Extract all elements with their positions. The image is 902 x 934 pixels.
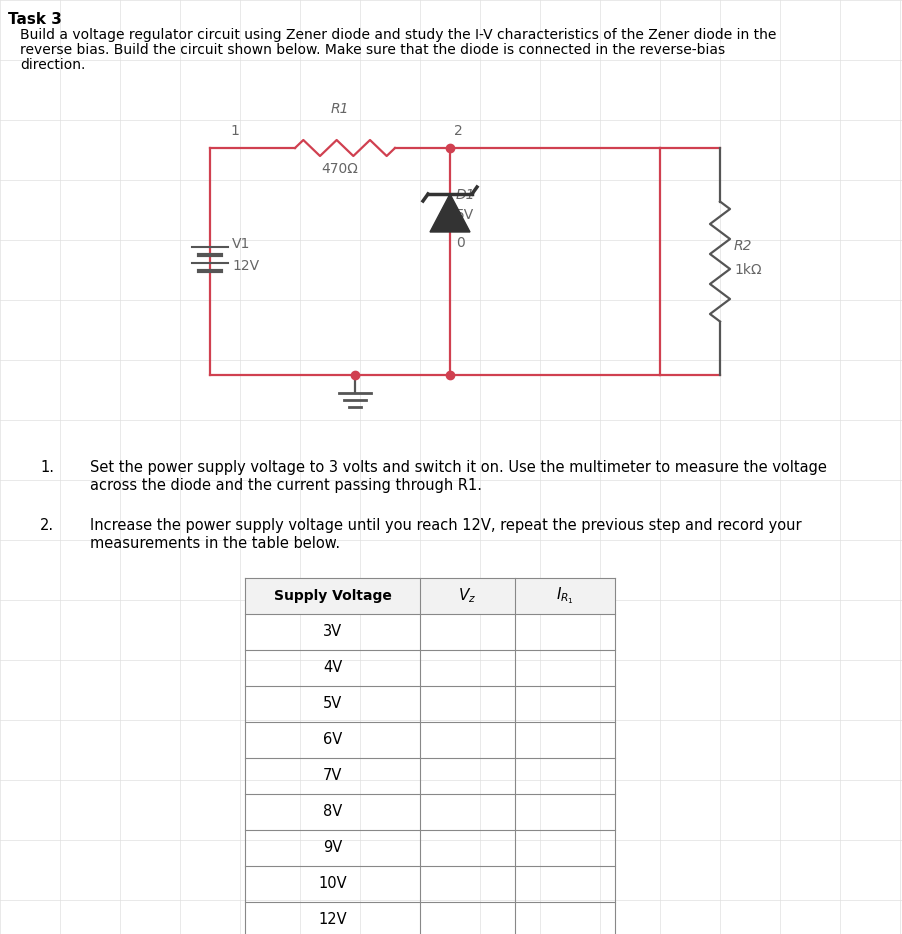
Text: 7V: 7V xyxy=(322,769,342,784)
Text: 5V: 5V xyxy=(456,208,474,222)
Text: 2: 2 xyxy=(454,124,462,138)
Text: 1.: 1. xyxy=(40,460,54,475)
Text: 9V: 9V xyxy=(323,841,342,856)
Text: Build a voltage regulator circuit using Zener diode and study the I-V characteri: Build a voltage regulator circuit using … xyxy=(20,28,776,42)
Text: 1kΩ: 1kΩ xyxy=(733,262,760,276)
Text: Supply Voltage: Supply Voltage xyxy=(273,589,391,603)
Text: 12V: 12V xyxy=(318,913,346,927)
Text: 6V: 6V xyxy=(323,732,342,747)
Text: 3V: 3V xyxy=(323,625,342,640)
Text: Task 3: Task 3 xyxy=(8,12,62,27)
Text: reverse bias. Build the circuit shown below. Make sure that the diode is connect: reverse bias. Build the circuit shown be… xyxy=(20,43,724,57)
Bar xyxy=(244,578,614,614)
Text: 2.: 2. xyxy=(40,518,54,533)
Text: $I_{R_1}$: $I_{R_1}$ xyxy=(556,586,574,606)
Text: 10V: 10V xyxy=(318,876,346,891)
Text: 12V: 12V xyxy=(232,260,259,274)
Text: across the diode and the current passing through R1.: across the diode and the current passing… xyxy=(90,478,482,493)
Text: 470Ω: 470Ω xyxy=(321,162,358,176)
Text: 0: 0 xyxy=(456,236,465,250)
Text: direction.: direction. xyxy=(20,58,86,72)
Text: measurements in the table below.: measurements in the table below. xyxy=(90,536,340,551)
Text: 4V: 4V xyxy=(323,660,342,675)
Text: 8V: 8V xyxy=(323,804,342,819)
Text: 1: 1 xyxy=(230,124,239,138)
Text: D1: D1 xyxy=(456,188,475,202)
Text: R1: R1 xyxy=(330,102,349,116)
Text: Increase the power supply voltage until you reach 12V, repeat the previous step : Increase the power supply voltage until … xyxy=(90,518,801,533)
Text: R2: R2 xyxy=(733,239,751,253)
Text: V1: V1 xyxy=(232,236,250,250)
Text: 5V: 5V xyxy=(323,697,342,712)
Text: $V_z$: $V_z$ xyxy=(458,587,476,605)
Text: Set the power supply voltage to 3 volts and switch it on. Use the multimeter to : Set the power supply voltage to 3 volts … xyxy=(90,460,826,475)
Polygon shape xyxy=(429,194,469,232)
